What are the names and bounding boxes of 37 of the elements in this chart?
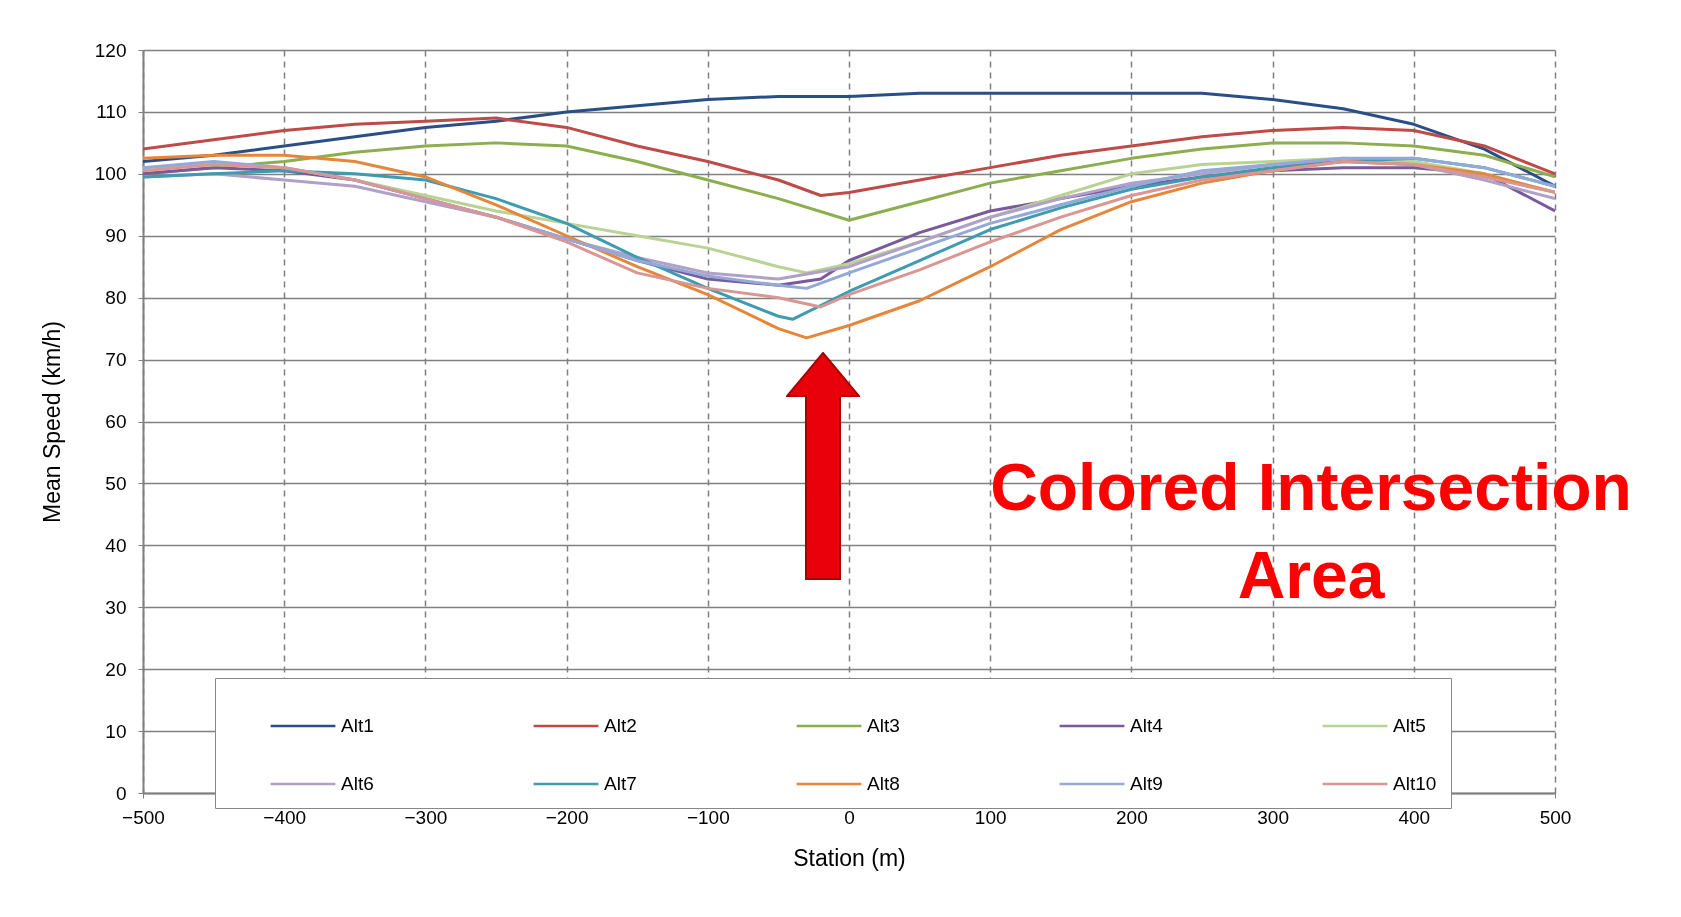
x-tick-label: 500 bbox=[1539, 806, 1572, 828]
x-tick-label: 0 bbox=[844, 806, 855, 828]
y-tick-label: 80 bbox=[105, 287, 127, 309]
x-axis-title: Station (m) bbox=[793, 844, 906, 871]
y-tick-label: 0 bbox=[115, 782, 127, 804]
legend-label: Alt4 bbox=[1130, 715, 1164, 736]
y-tick-label: 40 bbox=[105, 534, 127, 556]
x-tick-label: −500 bbox=[122, 806, 165, 828]
y-tick-label: 120 bbox=[94, 39, 127, 61]
legend-label: Alt10 bbox=[1393, 773, 1437, 794]
y-tick-label: 110 bbox=[96, 101, 127, 123]
y-tick-label: 70 bbox=[105, 349, 127, 371]
x-tick-label: 200 bbox=[1116, 806, 1148, 828]
x-tick-label: 300 bbox=[1257, 806, 1289, 828]
y-tick-label: 100 bbox=[94, 163, 127, 185]
annotation: Colored Intersection Area bbox=[990, 450, 1632, 612]
legend-label: Alt8 bbox=[867, 773, 900, 794]
y-axis-title: Mean Speed (km/h) bbox=[38, 321, 65, 523]
x-tick-label: −200 bbox=[545, 806, 589, 828]
y-tick-label: 50 bbox=[105, 472, 127, 494]
y-tick-label: 60 bbox=[105, 411, 127, 432]
x-tick-label: −100 bbox=[686, 806, 730, 828]
x-tick-label: −300 bbox=[404, 806, 448, 828]
y-tick-label: 30 bbox=[105, 596, 127, 618]
x-tick-label: 400 bbox=[1398, 806, 1431, 828]
y-tick-label: 10 bbox=[105, 720, 127, 742]
legend-label: Alt3 bbox=[867, 715, 900, 736]
legend-label: Alt1 bbox=[341, 715, 374, 736]
y-tick-label: 20 bbox=[105, 658, 127, 680]
x-tick-label: −400 bbox=[263, 806, 307, 828]
y-tick-label: 90 bbox=[105, 225, 127, 247]
legend-label: Alt2 bbox=[604, 715, 637, 736]
legend-label: Alt7 bbox=[604, 773, 637, 794]
x-tick-label: 100 bbox=[974, 806, 1007, 828]
legend-label: Alt9 bbox=[1130, 773, 1163, 794]
legend-label: Alt6 bbox=[341, 773, 374, 794]
legend-label: Alt5 bbox=[1393, 715, 1426, 736]
